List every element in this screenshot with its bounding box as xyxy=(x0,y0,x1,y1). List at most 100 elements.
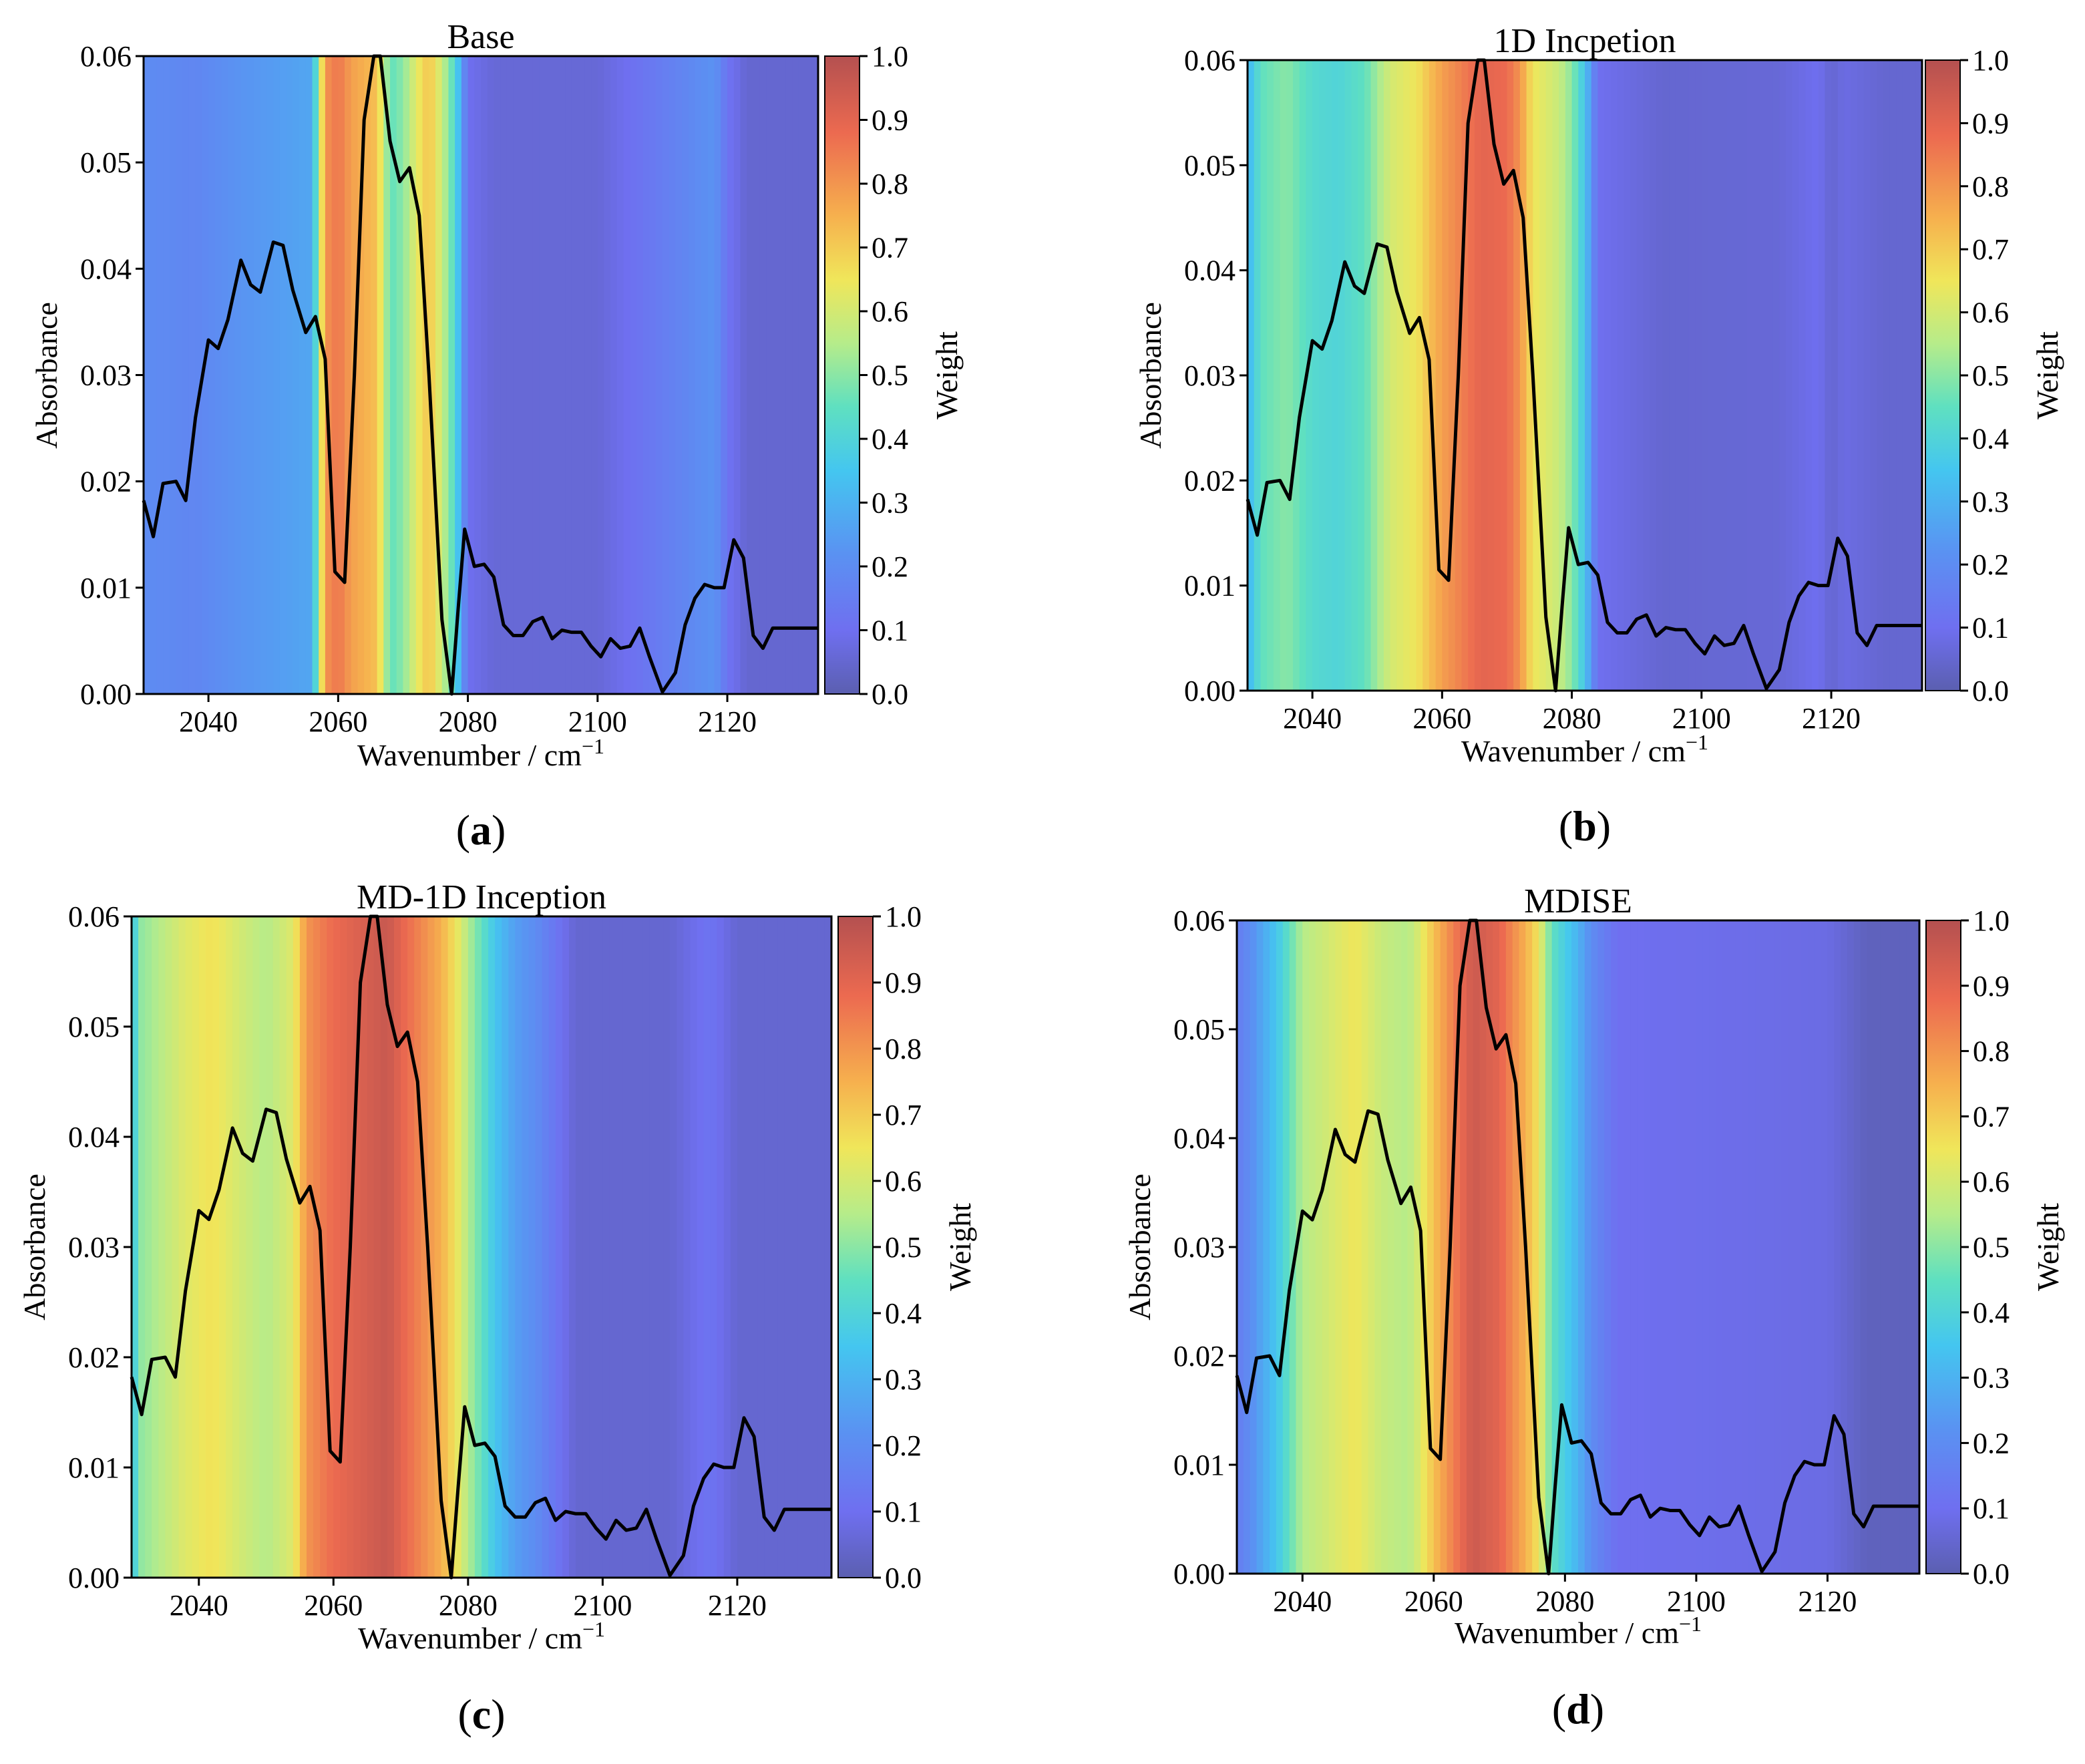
weight-band-a-82 xyxy=(675,56,683,694)
weight-band-c-69 xyxy=(596,916,604,1578)
weight-band-c-26 xyxy=(307,916,314,1578)
weight-band-d-20 xyxy=(1368,920,1376,1574)
weight-band-c-56 xyxy=(508,916,516,1578)
caption-c: (c) xyxy=(457,1691,505,1738)
heatmap-bands-d xyxy=(1237,920,1920,1574)
weight-band-d-44 xyxy=(1525,920,1533,1574)
weight-band-d-83 xyxy=(1781,920,1789,1574)
weight-band-d-63 xyxy=(1650,920,1658,1574)
weight-band-c-49 xyxy=(461,916,469,1578)
weight-band-d-70 xyxy=(1696,920,1704,1574)
weight-band-c-30 xyxy=(333,916,341,1578)
weight-band-d-47 xyxy=(1545,920,1553,1574)
weight-band-d-93 xyxy=(1847,920,1855,1574)
weight-band-d-12 xyxy=(1315,920,1323,1574)
weight-band-b-70 xyxy=(1701,60,1709,691)
caption-letter-c: c xyxy=(472,1691,491,1738)
weight-band-a-24 xyxy=(299,56,307,694)
weight-band-d-87 xyxy=(1807,920,1815,1574)
weight-band-b-67 xyxy=(1682,60,1690,691)
weight-band-c-48 xyxy=(454,916,462,1578)
weight-band-c-45 xyxy=(434,916,442,1578)
weight-band-b-81 xyxy=(1772,60,1780,691)
weight-band-c-72 xyxy=(616,916,624,1578)
weight-band-a-20 xyxy=(273,56,280,694)
weight-band-d-3 xyxy=(1256,920,1264,1574)
colorbar-tick-label: 0.6 xyxy=(872,295,908,328)
weight-band-b-84 xyxy=(1792,60,1800,691)
weight-band-d-68 xyxy=(1683,920,1690,1574)
x-tick-label: 2120 xyxy=(1802,702,1861,735)
weight-band-c-42 xyxy=(414,916,422,1578)
weight-band-b-78 xyxy=(1753,60,1761,691)
colorbar-tick-label: 0.0 xyxy=(1972,675,2009,707)
x-tick-label: 2060 xyxy=(309,705,367,738)
weight-band-a-74 xyxy=(623,56,631,694)
weight-band-d-76 xyxy=(1735,920,1743,1574)
colorbar-tick-label: 0.6 xyxy=(1973,1166,2010,1198)
weight-band-b-3 xyxy=(1267,60,1274,691)
colorbar-tick-label: 0.0 xyxy=(885,1562,922,1594)
weight-band-d-56 xyxy=(1604,920,1612,1574)
weight-band-b-101 xyxy=(1902,60,1910,691)
colorbar-d: 0.0 0.1 0.2 0.3 0.4 0.5 0.6 0.7 0.8 0.9 1.0 Weight xyxy=(1925,904,2065,1590)
weight-band-a-68 xyxy=(584,56,592,694)
weight-band-a-83 xyxy=(682,56,689,694)
colorbar-tick-label: 0.5 xyxy=(1972,359,2009,392)
weight-band-c-57 xyxy=(515,916,523,1578)
weight-band-d-91 xyxy=(1834,920,1841,1574)
y-tick-label: 0.06 xyxy=(68,900,120,933)
weight-band-a-77 xyxy=(642,56,650,694)
weight-band-c-93 xyxy=(757,916,765,1578)
weight-band-b-50 xyxy=(1571,60,1579,691)
weight-band-c-82 xyxy=(683,916,691,1578)
weight-band-b-57 xyxy=(1617,60,1625,691)
y-ticks-a: 0.00 0.01 0.02 0.03 0.04 0.05 0.06 xyxy=(80,40,144,711)
weight-band-b-94 xyxy=(1857,60,1865,691)
weight-band-c-62 xyxy=(548,916,556,1578)
weight-band-b-26 xyxy=(1416,60,1424,691)
weight-band-b-54 xyxy=(1597,60,1605,691)
y-axis-label-c: Absorbance xyxy=(17,1174,51,1320)
spectrum-line-c xyxy=(130,914,831,1580)
y-tick-label: 0.00 xyxy=(68,1562,120,1594)
chart-title-b: 1D Incpetion xyxy=(1494,22,1676,60)
weight-band-d-5 xyxy=(1270,920,1277,1574)
x-ticks-d: 2040 2060 2080 2100 2120 xyxy=(1273,1574,1857,1618)
y-tick-label: 0.06 xyxy=(1173,904,1225,937)
weight-band-b-47 xyxy=(1552,60,1559,691)
x-tick-label: 2100 xyxy=(568,705,627,738)
weight-band-b-27 xyxy=(1423,60,1430,691)
weight-band-a-96 xyxy=(766,56,773,694)
weight-band-c-89 xyxy=(730,916,738,1578)
weight-band-c-103 xyxy=(824,916,832,1578)
weight-band-d-4 xyxy=(1263,920,1270,1574)
weight-band-b-102 xyxy=(1909,60,1917,691)
weight-band-d-42 xyxy=(1512,920,1520,1574)
weight-band-a-81 xyxy=(669,56,677,694)
weight-band-a-100 xyxy=(792,56,799,694)
weight-band-b-97 xyxy=(1877,60,1884,691)
weight-band-a-47 xyxy=(448,56,455,694)
weight-band-b-17 xyxy=(1358,60,1365,691)
weight-band-a-79 xyxy=(656,56,663,694)
weight-band-d-46 xyxy=(1539,920,1546,1574)
weight-band-b-79 xyxy=(1760,60,1767,691)
x-axis-label-text-c: Wavenumber / cm xyxy=(358,1621,582,1655)
colorbar-tick-label: 0.9 xyxy=(885,966,922,999)
weight-band-c-80 xyxy=(670,916,678,1578)
weight-band-b-77 xyxy=(1746,60,1754,691)
weight-band-d-52 xyxy=(1578,920,1585,1574)
weight-band-a-8 xyxy=(195,56,203,694)
x-tick-label: 2120 xyxy=(698,705,757,738)
y-tick-label: 0.00 xyxy=(1173,1558,1225,1590)
y-ticks-b: 0.00 0.01 0.02 0.03 0.04 0.05 0.06 xyxy=(1184,44,1248,707)
weight-band-d-23 xyxy=(1388,920,1395,1574)
colorbar-ticks-a: 0.0 0.1 0.2 0.3 0.4 0.5 0.6 0.7 0.8 0.9 1.0 xyxy=(860,40,908,711)
weight-band-d-71 xyxy=(1702,920,1710,1574)
weight-band-a-29 xyxy=(331,56,339,694)
weight-band-a-102 xyxy=(805,56,813,694)
weight-band-a-60 xyxy=(532,56,540,694)
weight-band-d-31 xyxy=(1440,920,1448,1574)
weight-band-b-36 xyxy=(1481,60,1489,691)
